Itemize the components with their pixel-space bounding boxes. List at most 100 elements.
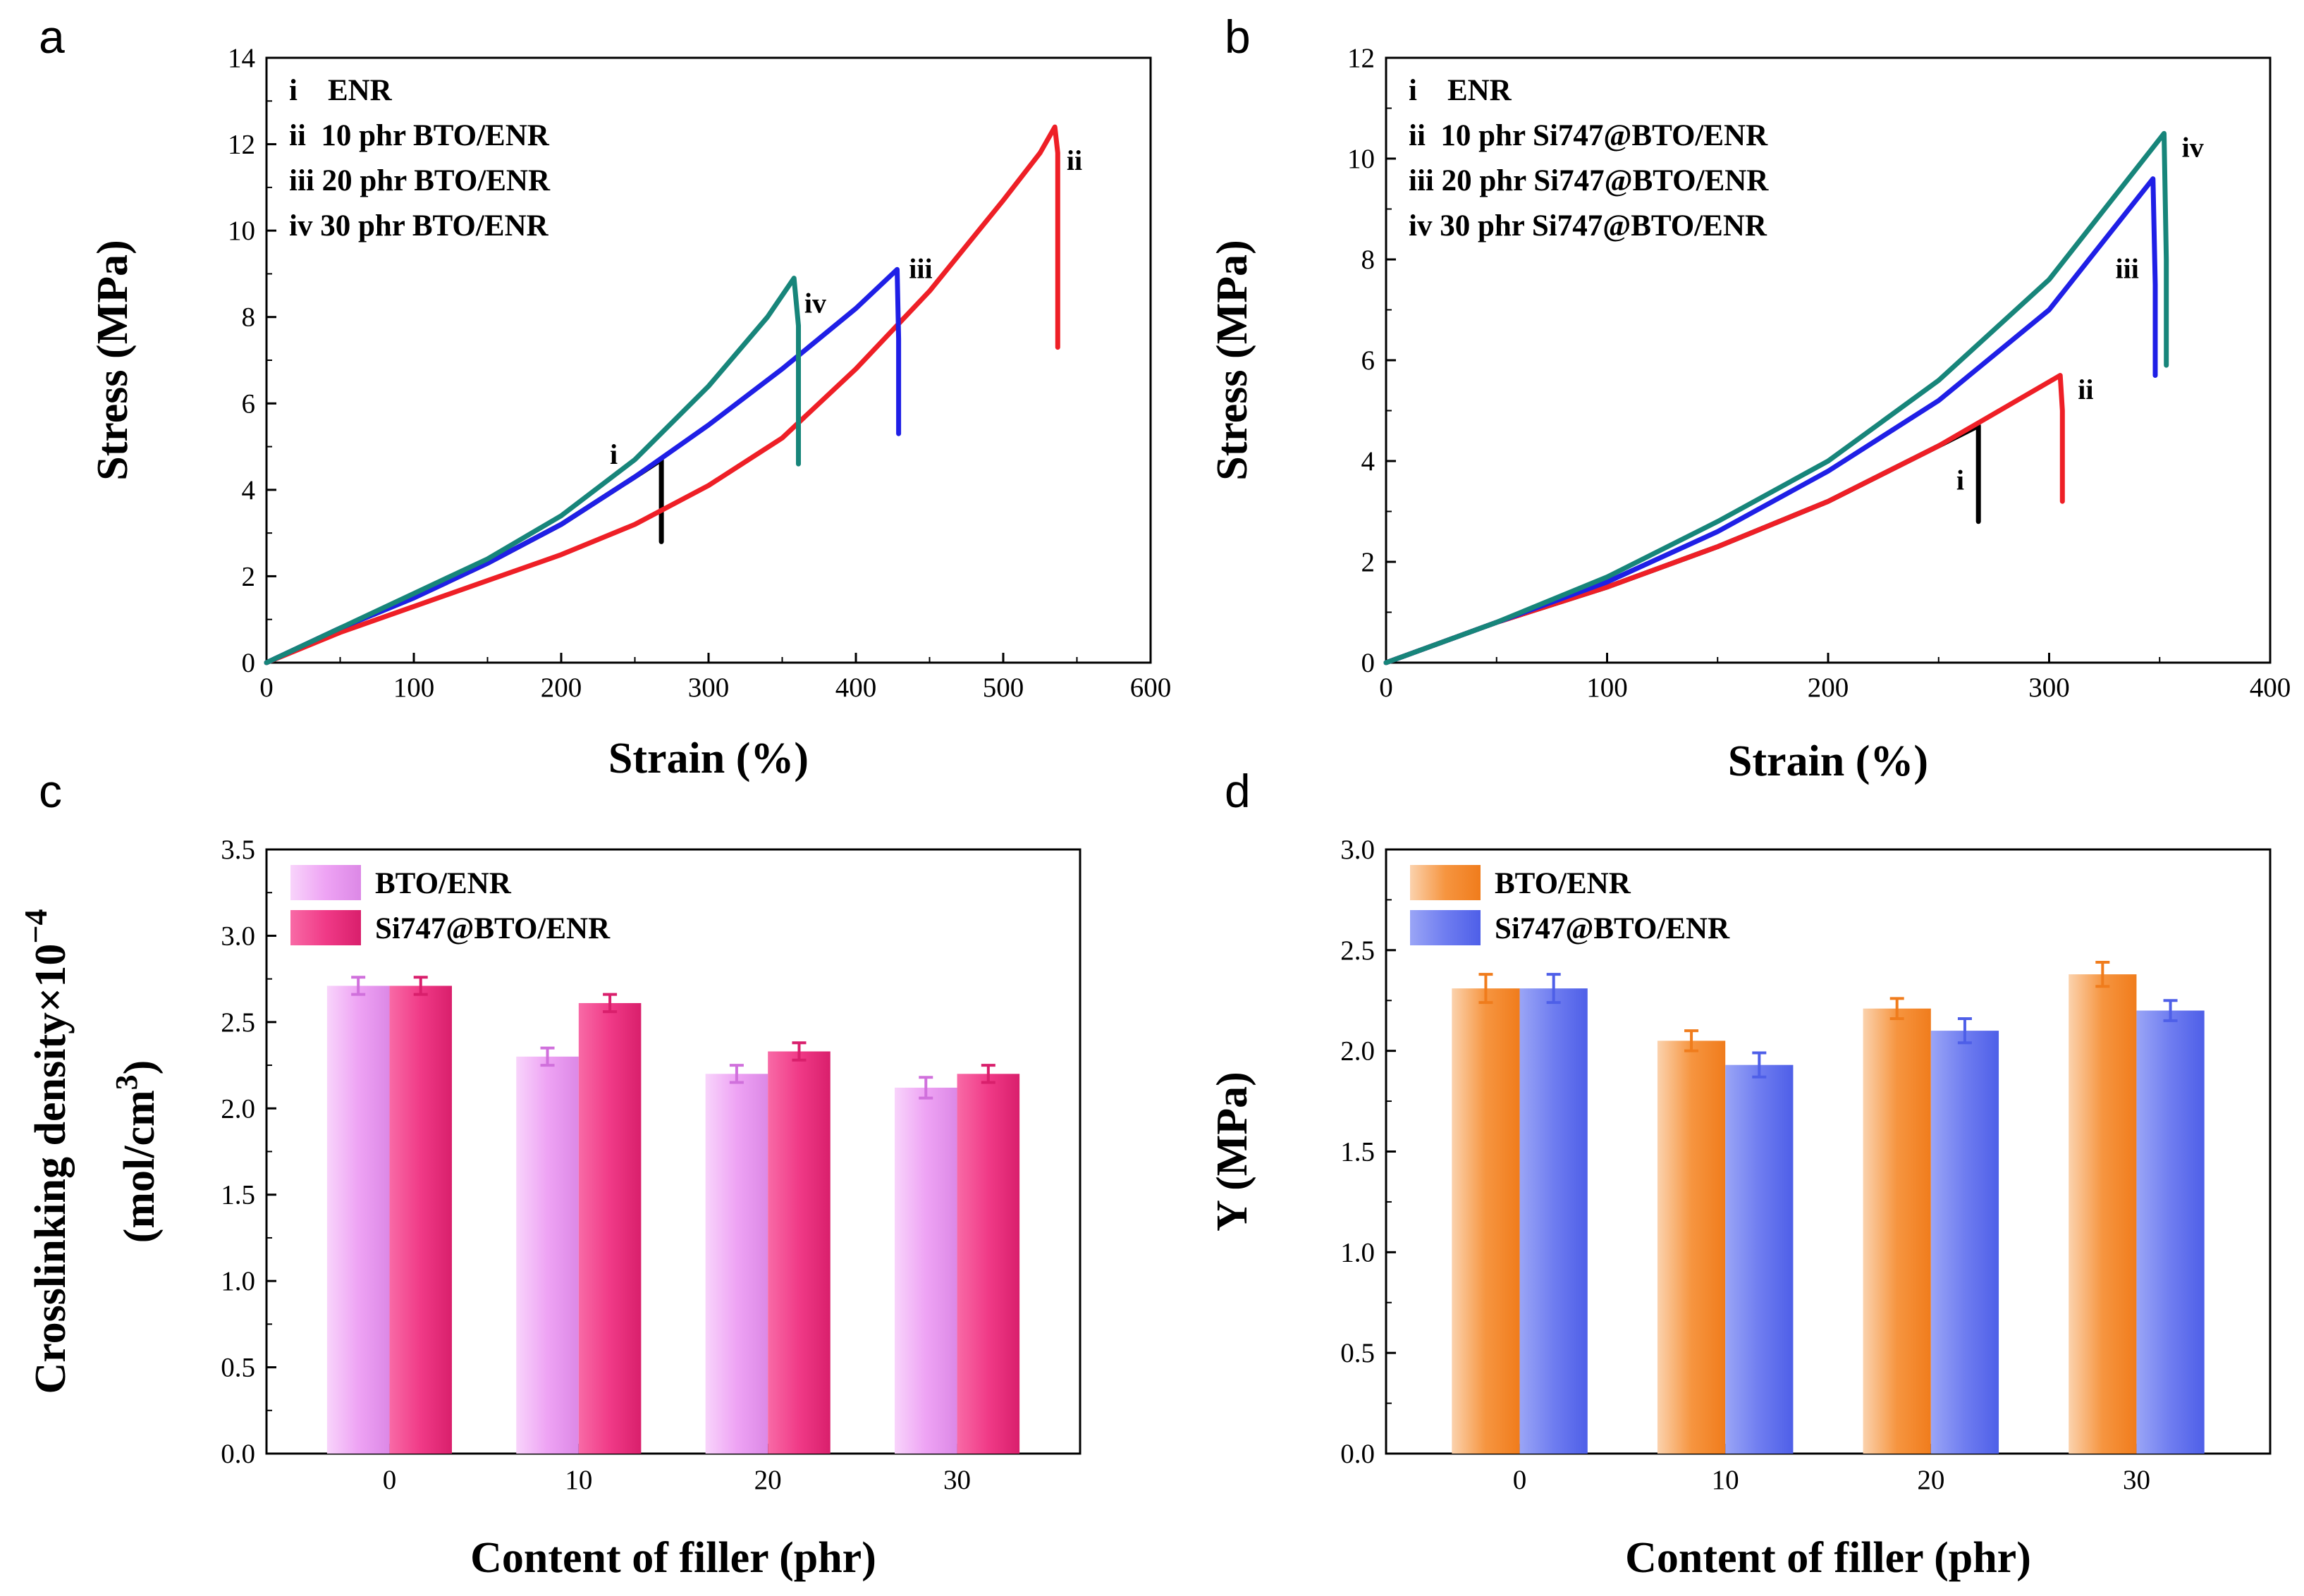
y-tick-label-a-6: 12 — [228, 130, 255, 160]
y-tick-label-a-0: 0 — [242, 648, 256, 678]
curve-label-a-ii: ii — [1067, 145, 1082, 176]
x-tick-label-d-2: 20 — [1917, 1465, 1944, 1495]
x-tick-label-d-1: 10 — [1712, 1465, 1739, 1495]
y-tick-label-a-2: 4 — [242, 475, 256, 505]
y-tick-label-b-5: 10 — [1347, 144, 1375, 174]
curve-label-a-iii: iii — [909, 252, 932, 284]
panel-label-d: d — [1225, 765, 1251, 817]
series-line-b-iii — [1383, 176, 2158, 665]
y-tick-label-c-3: 1.5 — [221, 1180, 255, 1210]
y-tick-label-b-1: 2 — [1361, 547, 1375, 577]
y-tick-label-a-4: 8 — [242, 302, 256, 333]
y-tick-label-d-5: 2.5 — [1340, 935, 1375, 966]
y-tick-label-c-5: 2.5 — [221, 1007, 255, 1038]
x-tick-label-a-1: 100 — [393, 673, 435, 703]
y-tick-label-a-1: 2 — [242, 561, 256, 591]
x-tick-label-a-4: 400 — [835, 673, 877, 703]
legend-label-d-0: BTO/ENR — [1495, 867, 1631, 900]
y-axis-label-c-line2: (mol/cm3) — [109, 1060, 164, 1244]
legend-label-c-1: Si747@BTO/ENR — [375, 912, 611, 945]
bar-d-s1-20 — [1930, 1031, 1999, 1454]
x-tick-label-c-3: 30 — [943, 1465, 971, 1495]
y-tick-label-d-0: 0.0 — [1340, 1439, 1375, 1469]
x-tick-label-d-0: 0 — [1513, 1465, 1527, 1495]
x-tick-label-a-5: 500 — [983, 673, 1024, 703]
y-tick-label-b-0: 0 — [1361, 648, 1375, 678]
legend-swatch-c-0 — [290, 865, 361, 900]
x-tick-label-b-4: 400 — [2250, 673, 2291, 703]
x-tick-label-a-6: 600 — [1130, 673, 1172, 703]
bar-d-s0-30 — [2069, 974, 2137, 1454]
series-line-a-iii — [264, 266, 902, 665]
curve-label-b-iv: iv — [2182, 132, 2204, 164]
bar-c-s0-30 — [894, 1087, 957, 1454]
legend-swatch-d-0 — [1410, 865, 1481, 900]
legend-swatch-c-1 — [290, 910, 361, 945]
y-tick-label-b-6: 12 — [1347, 43, 1375, 73]
y-tick-label-a-7: 14 — [228, 43, 255, 73]
bar-c-s0-0 — [326, 986, 390, 1454]
x-tick-label-b-2: 200 — [1808, 673, 1849, 703]
y-tick-label-c-6: 3.0 — [221, 921, 255, 951]
legend-entry-a-2: iii 20 phr BTO/ENR — [289, 164, 551, 197]
y-tick-label-d-1: 0.5 — [1340, 1338, 1375, 1368]
y-tick-label-a-3: 6 — [242, 388, 256, 419]
x-tick-label-b-1: 100 — [1586, 673, 1628, 703]
legend-entry-a-3: iv 30 phr BTO/ENR — [289, 209, 549, 243]
bar-d-s0-10 — [1657, 1041, 1726, 1454]
curve-label-a-i: i — [610, 438, 618, 470]
y-axis-label-c-line1: Crosslinking density×10−4 — [18, 909, 75, 1394]
series-line-a-iv — [264, 276, 801, 665]
x-tick-label-a-2: 200 — [541, 673, 582, 703]
legend-entry-a-0: i ENR — [289, 74, 393, 107]
y-tick-label-c-7: 3.5 — [221, 835, 255, 865]
series-line-b-iv — [1383, 130, 2169, 665]
x-tick-label-b-0: 0 — [1379, 673, 1393, 703]
chart-b-stress-strain: 0 100 200 300 400 0 2 4 6 8 10 12 Strain (%) Stress (… — [1208, 43, 2291, 785]
y-tick-label-c-0: 0.0 — [221, 1439, 255, 1469]
y-axis-label-b: Stress (MPa) — [1208, 240, 1256, 480]
y-tick-label-c-4: 2.0 — [221, 1093, 255, 1124]
bar-d-s1-0 — [1519, 988, 1588, 1454]
legend-entry-b-2: iii 20 phr Si747@BTO/ENR — [1409, 164, 1769, 197]
curve-label-b-ii: ii — [2078, 374, 2093, 405]
x-axis-label-c: Content of filler (phr) — [470, 1534, 876, 1582]
x-tick-label-d-3: 30 — [2123, 1465, 2150, 1495]
legend-label-c-0: BTO/ENR — [375, 867, 512, 900]
y-tick-label-b-2: 4 — [1361, 446, 1375, 477]
chart-c-crosslinking-density: 0 10 20 30 0.0 0.5 1.0 1.5 2.0 2.5 3.0 3.5 Content o… — [18, 835, 1081, 1582]
bar-d-s0-20 — [1863, 1008, 1931, 1454]
bar-c-s1-0 — [389, 986, 453, 1454]
curve-label-b-iii: iii — [2116, 252, 2139, 284]
bar-d-s0-0 — [1452, 988, 1520, 1454]
legend-entry-b-1: ii 10 phr Si747@BTO/ENR — [1409, 119, 1768, 152]
x-axis-label-d: Content of filler (phr) — [1625, 1534, 2031, 1582]
panel-label-c: c — [39, 765, 62, 817]
legend-entry-a-1: ii 10 phr BTO/ENR — [289, 119, 550, 152]
y-tick-label-c-1: 0.5 — [221, 1353, 255, 1383]
bar-d-s1-30 — [2136, 1010, 2205, 1454]
y-tick-label-b-3: 6 — [1361, 345, 1375, 376]
y-tick-label-d-6: 3.0 — [1340, 835, 1375, 865]
legend-label-d-1: Si747@BTO/ENR — [1495, 912, 1730, 945]
y-tick-label-a-5: 10 — [228, 216, 255, 246]
series-line-a-ii — [264, 124, 1060, 665]
y-tick-label-c-2: 1.0 — [221, 1266, 255, 1296]
curve-label-b-i: i — [1956, 465, 1964, 496]
bar-c-s1-30 — [957, 1074, 1020, 1454]
series-line-b-i — [1383, 423, 1981, 665]
panel-label-b: b — [1225, 11, 1251, 63]
x-axis-label-a: Strain (%) — [608, 735, 809, 782]
bar-c-s0-10 — [516, 1056, 579, 1454]
bar-d-s1-10 — [1725, 1064, 1794, 1454]
panel-label-a: a — [39, 11, 65, 63]
y-tick-label-d-2: 1.0 — [1340, 1237, 1375, 1267]
bar-c-s1-10 — [578, 1002, 642, 1454]
y-tick-label-b-4: 8 — [1361, 245, 1375, 275]
y-tick-label-d-4: 2.0 — [1340, 1036, 1375, 1067]
bar-c-s0-20 — [705, 1074, 768, 1454]
x-axis-label-b: Strain (%) — [1728, 737, 1928, 785]
x-tick-label-b-3: 300 — [2028, 673, 2070, 703]
chart-d-youngs-modulus: 0 10 20 30 0.0 0.5 1.0 1.5 2.0 2.5 3.0 Content of f… — [1208, 835, 2272, 1582]
